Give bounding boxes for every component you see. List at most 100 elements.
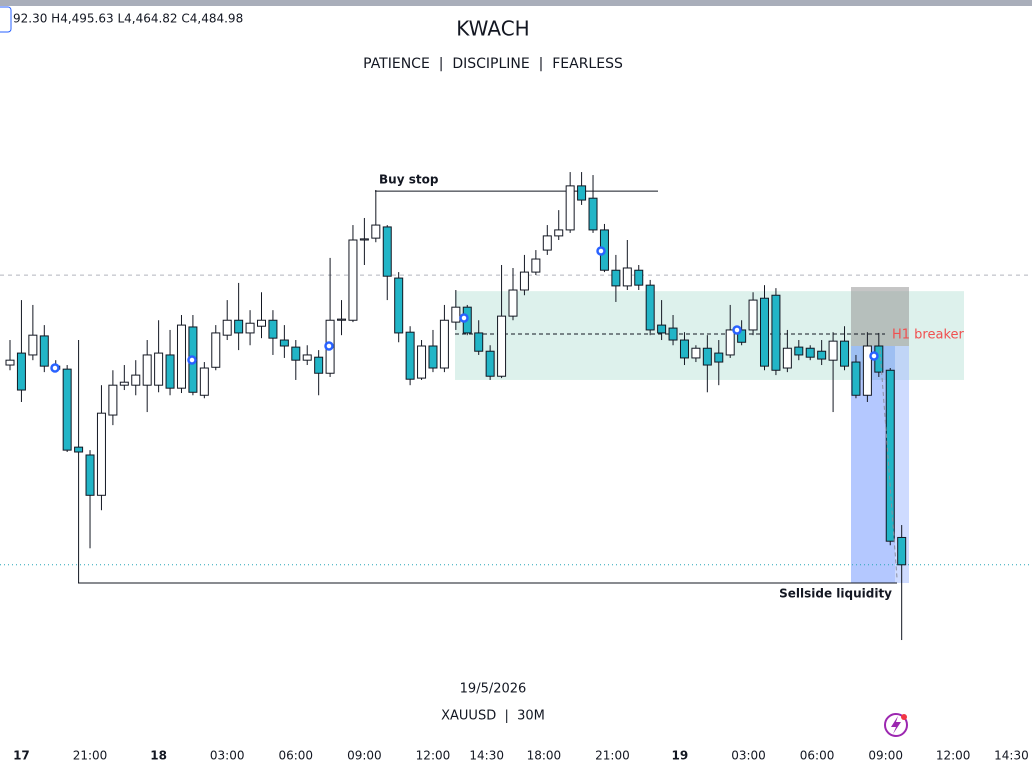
sellside-label: Sellside liquidity [779, 587, 892, 601]
marker [732, 325, 742, 335]
x-tick-label: 14:30 [994, 749, 1029, 763]
candle-body [565, 185, 575, 231]
candle-body [634, 269, 644, 286]
candle-body [645, 284, 655, 331]
candle-body [62, 368, 72, 451]
candle-body [828, 340, 838, 361]
candle-body [451, 306, 461, 323]
candle-body [211, 332, 221, 368]
candle-body [725, 329, 735, 356]
candle-body [371, 224, 381, 239]
x-tick-label: 21:00 [73, 749, 108, 763]
candle-body [257, 319, 267, 327]
candle-body [519, 271, 529, 291]
candle-body [428, 345, 438, 369]
marker [324, 341, 334, 351]
marker [459, 313, 469, 323]
candle-body [245, 322, 255, 334]
candle-body [382, 226, 392, 277]
candle-body [291, 346, 301, 361]
x-tick-label: 09:00 [868, 749, 903, 763]
candle-body [577, 185, 587, 201]
candle-body [28, 334, 38, 356]
alert-bolt [891, 716, 901, 734]
chart-title: KWACH [456, 17, 529, 41]
candle-body [668, 327, 678, 341]
candle-body [691, 347, 701, 359]
candle-body [108, 384, 118, 416]
candle-body [348, 239, 358, 321]
symbol-label: XAUUSD | 30M [441, 709, 545, 724]
candle-body [199, 367, 209, 396]
marker [596, 246, 606, 256]
candle-body [302, 354, 312, 361]
date-label: 19/5/2026 [460, 682, 527, 697]
candle-body [805, 347, 815, 358]
candle-body [885, 369, 895, 542]
x-tick-label: 21:00 [595, 749, 630, 763]
candle-body [794, 346, 804, 356]
x-tick-label: 19 [672, 749, 689, 763]
candle-body [759, 297, 769, 367]
candle-body [531, 258, 541, 273]
candle-body [268, 319, 278, 339]
candle-body [119, 381, 129, 386]
x-tick-label: 06:00 [800, 749, 835, 763]
candle-body [554, 229, 564, 237]
candle-body [771, 294, 781, 371]
candle-body [176, 324, 186, 389]
ohlc-header: 92.30 H4,495.63 L4,464.82 C4,484.98 [13, 12, 243, 26]
x-tick-label: 09:00 [347, 749, 382, 763]
candle-body [337, 318, 347, 321]
header-icon[interactable] [0, 6, 12, 33]
projection-arrow [879, 349, 898, 579]
candle-body [439, 319, 449, 369]
candle-body [782, 347, 792, 369]
top-bar [0, 0, 1032, 6]
zones: H1 breaker Buy stop Sellside liquidity [0, 173, 1032, 601]
candle-body [817, 350, 827, 360]
marker [187, 355, 197, 365]
candle-body [542, 235, 552, 251]
candle-body [5, 359, 15, 366]
markers [50, 246, 879, 373]
candle-body [702, 347, 712, 366]
candle-body [394, 277, 404, 334]
candle-body [165, 354, 175, 389]
candle-body [497, 315, 507, 377]
candle-body [39, 335, 49, 367]
candle-body [840, 340, 850, 367]
candle-body [405, 331, 415, 380]
marker [50, 363, 60, 373]
candles [5, 172, 907, 641]
x-tick-label: 12:00 [936, 749, 971, 763]
x-tick-label: 18 [150, 749, 167, 763]
candle-body [588, 197, 598, 231]
candle-body [657, 324, 667, 334]
x-tick-label: 18:00 [527, 749, 562, 763]
candle-body [154, 352, 164, 386]
candle-body [474, 332, 484, 352]
candle-body [74, 446, 84, 453]
candle-body [851, 361, 861, 396]
candle-body [611, 269, 621, 287]
candle-body [748, 299, 758, 331]
x-tick-label: 14:30 [469, 749, 504, 763]
x-tick-label: 17 [13, 749, 30, 763]
candle-body [714, 352, 724, 363]
candle-body [417, 345, 427, 379]
target-box-light [895, 345, 909, 584]
candle-body [485, 350, 495, 377]
x-tick-label: 03:00 [210, 749, 245, 763]
candle-body [622, 267, 632, 287]
candle-body [314, 356, 324, 374]
candle-body [142, 354, 152, 386]
candle-body [85, 454, 95, 496]
candle-body [222, 319, 232, 336]
candle-body [279, 339, 289, 347]
subtitle: PATIENCE | DISCIPLINE | FEARLESS [363, 56, 623, 72]
alert-dot [901, 714, 907, 720]
candle-body [131, 374, 141, 386]
x-tick-label: 12:00 [416, 749, 451, 763]
